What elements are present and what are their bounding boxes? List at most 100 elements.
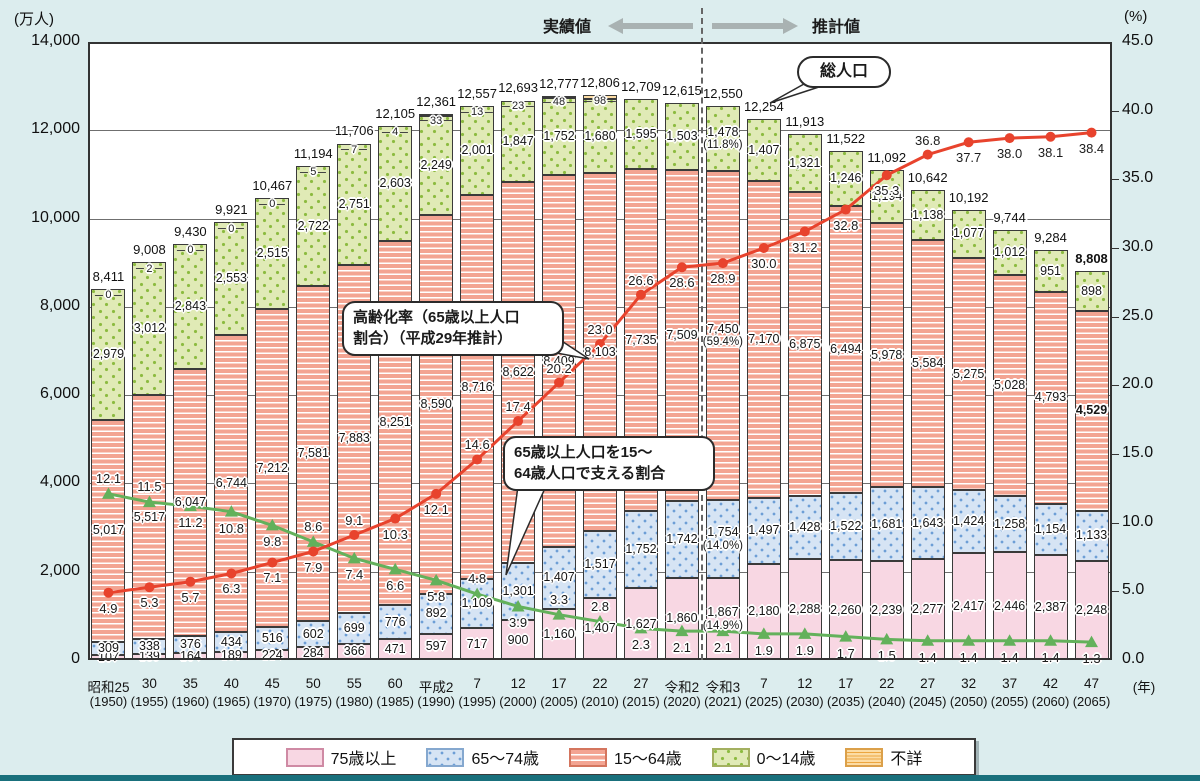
x-axis-era-label: 7 (760, 676, 768, 691)
unknown-value: 4 (392, 126, 399, 139)
x-axis-era-label: 35 (182, 676, 198, 691)
aging-rate-marker (431, 488, 442, 499)
stacked-bar-segment-65-74 (1074, 510, 1109, 561)
stacked-bar-segment-0-14 (951, 210, 986, 258)
support-ratio-value-label: 12.1 (95, 470, 122, 486)
legend-item-75plus: 75歳以上 (285, 745, 396, 769)
x-axis-era-label: 50 (305, 676, 321, 691)
total-population-label: 9,430 (174, 223, 207, 239)
x-axis-era-label: 昭和25 (87, 680, 130, 695)
segment-value-label: 366 (343, 644, 365, 659)
x-axis-year-label: (1980) (335, 694, 374, 709)
right-axis-tick-mark (1112, 248, 1119, 249)
left-axis-tick-label: 14,000 (31, 32, 80, 49)
segment-value-label: 2,979 (92, 346, 125, 361)
stacked-bar-segment-75plus (705, 577, 740, 660)
support-ratio-value-label: 1.4 (1041, 649, 1060, 665)
stacked-bar-segment-65-74 (787, 495, 822, 559)
support-ratio-marker (880, 632, 894, 645)
stacked-bar-segment-65-74 (214, 632, 249, 652)
stacked-bar-segment-0-14 (501, 100, 536, 183)
actual-projection-divider-line (701, 8, 703, 660)
unknown-value: 48 (552, 96, 566, 109)
legend-swatch-15-64 (569, 747, 608, 767)
stacked-bar-segment-0-14 (828, 151, 863, 207)
segment-value-label: 107 (98, 650, 119, 665)
support-ratio-marker (224, 505, 238, 517)
stacked-bar-segment-65-74 (1033, 503, 1068, 555)
total-population-label: 12,105 (375, 105, 416, 121)
unknown-value: 23 (511, 100, 525, 113)
support-ratio-value-label: 11.2 (178, 515, 203, 531)
support-ratio-value-label: 3.9 (509, 615, 528, 631)
unknown-value-label: 5 (298, 166, 328, 178)
total-population-label: 11,194 (293, 145, 333, 161)
support-ratio-value-label: 8.6 (304, 518, 323, 534)
segment-value-label: 6,494 (830, 342, 862, 357)
stacked-bar-segment-15-64 (992, 274, 1027, 497)
x-axis-unit: (年) (1132, 680, 1156, 695)
stacked-bar-segment-65-74 (869, 486, 904, 562)
support-ratio-marker (1044, 634, 1058, 646)
aging-rate-value-label: 5.7 (181, 589, 200, 605)
support-ratio-marker (962, 634, 976, 646)
segment-value-label: 1,752 (625, 542, 657, 556)
aging-rate-value-label: 10.3 (382, 526, 408, 542)
stacked-bar-segment-15-64 (296, 286, 331, 621)
segment-value-label: 2,249 (420, 157, 452, 172)
x-axis-year-label: (2010) (581, 694, 619, 709)
support-ratio-value-label: 1.4 (959, 649, 978, 665)
left-axis-tick-label: 2,000 (39, 561, 80, 579)
segment-value-label: 8,590 (420, 397, 452, 412)
legend-item-65-74: 65～74歳 (426, 745, 539, 769)
segment-value-label: 4,529 (1075, 403, 1108, 418)
left-axis-tick-label: 10,000 (31, 208, 80, 226)
aging-rate-marker (185, 576, 196, 587)
x-axis-era-label: 27 (633, 676, 649, 691)
segment-value-label: 2,553 (215, 270, 247, 285)
segment-value-label: 2,001 (461, 142, 493, 157)
segment-value-label: 5,517 (133, 509, 166, 524)
aging-rate-marker (349, 530, 360, 541)
total-population-label: 10,642 (907, 170, 948, 186)
x-axis-era-label: 60 (387, 676, 403, 691)
support-ratio-marker (593, 615, 607, 627)
unknown-value-label: 0 (257, 198, 287, 210)
support-ratio-marker (921, 634, 935, 646)
segment-value-label: 2,722 (297, 218, 329, 233)
segment-value-label: 951 (1040, 263, 1061, 278)
segment-value-label: 471 (384, 642, 406, 657)
segment-value-label: 776 (384, 614, 406, 629)
legend-swatch-0-14 (711, 747, 750, 767)
stacked-bar-segment-65-74 (91, 641, 126, 656)
segment-value-label: 189 (220, 648, 242, 663)
stacked-bar-segment-0-14 (910, 190, 945, 241)
legend-label-15-64: 15～64歳 (614, 751, 682, 768)
left-arrow-shaft (621, 23, 693, 29)
segment-value-label: 7,450 (59.4%) (702, 321, 744, 349)
aging-rate-value-label: 4.9 (99, 600, 118, 616)
x-axis-year-label: (2035) (826, 694, 865, 709)
stacked-bar-segment-0-14 (91, 288, 126, 421)
support-ratio-value-label: 3.3 (549, 591, 569, 607)
segment-value-label: 1,407 (543, 570, 575, 585)
unknown-value-label: 0 (216, 223, 246, 235)
aging-rate-value-label: 36.8 (915, 132, 941, 148)
unknown-value: 33 (430, 114, 443, 127)
segment-value-label: 376 (179, 636, 201, 651)
segment-value-label: 2,277 (912, 602, 944, 617)
left-axis-tick-label: 6,000 (39, 385, 80, 403)
segment-value-label: 5,275 (952, 366, 985, 381)
segment-value-label: 1,478 (11.8%) (703, 124, 743, 152)
segment-value-label: 5,584 (912, 356, 944, 371)
x-axis-era-label: 17 (551, 676, 567, 691)
stacked-bar-segment-15-64 (132, 395, 167, 639)
x-axis-era-label: 45 (264, 676, 280, 691)
segment-pct-label: (14.0%) (702, 539, 744, 552)
support-ratio-bubble-line2: 64歳人口で支える割合 (514, 464, 666, 482)
right-axis-tick-label: 5.0 (1122, 581, 1145, 599)
segment-value-label: 8,622 (502, 365, 534, 380)
actual-values-label: 実績値 (543, 19, 592, 36)
x-axis-year-label: (1990) (417, 694, 455, 709)
support-ratio-marker (429, 573, 443, 586)
